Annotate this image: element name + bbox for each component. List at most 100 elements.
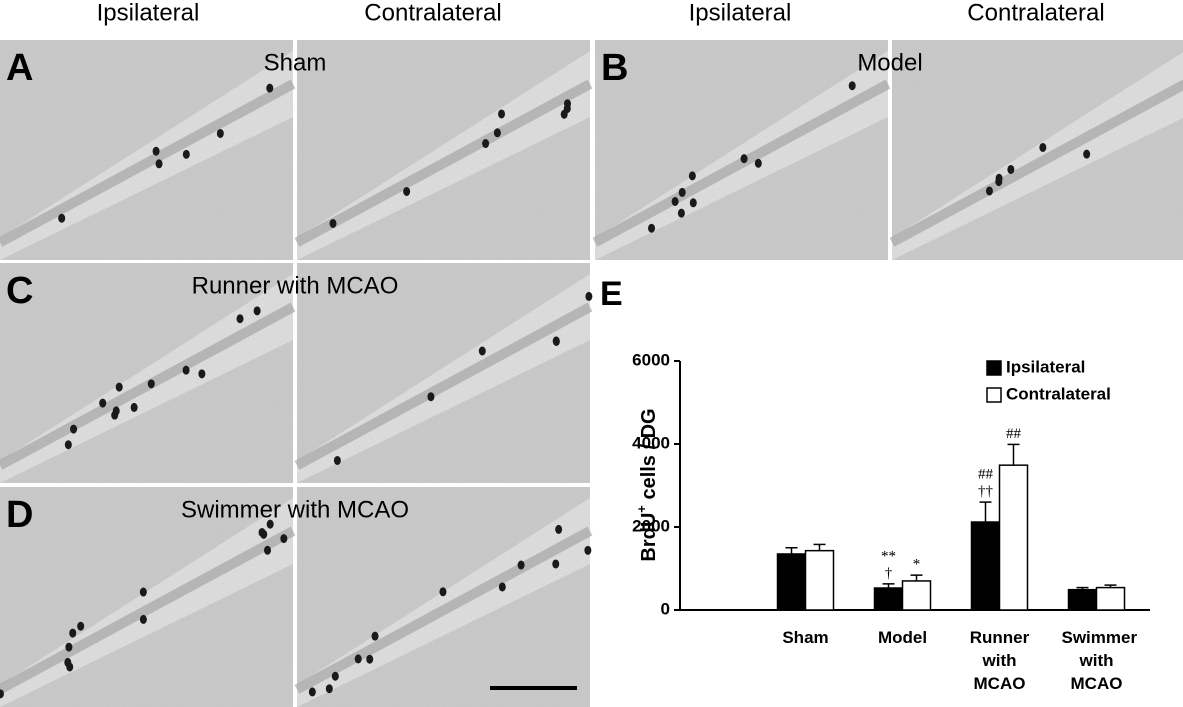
panel-letter: A [6, 47, 33, 89]
y-label-part: BrdU [638, 513, 660, 562]
cell [236, 314, 244, 324]
cell [689, 198, 697, 208]
cell [493, 128, 501, 138]
panel-letter: C [6, 270, 33, 312]
cell [111, 410, 119, 420]
cell [70, 424, 78, 434]
cell [266, 519, 274, 529]
legend-label: Ipsilateral [1006, 357, 1085, 376]
cell [64, 440, 72, 450]
texture [892, 40, 1183, 260]
cell [754, 158, 762, 168]
cell [130, 402, 138, 412]
y-tick-label: 2000 [632, 516, 670, 535]
cell [1083, 149, 1091, 159]
cell [0, 689, 4, 699]
cell [585, 291, 593, 301]
texture [0, 40, 293, 260]
cell [115, 382, 123, 392]
cell [678, 187, 686, 197]
column-header: Contralateral [967, 0, 1104, 26]
x-tick-label: Swimmer with MCAO [1061, 628, 1138, 693]
cell [77, 621, 85, 631]
cell [677, 208, 685, 218]
cell [517, 560, 525, 570]
texture [297, 40, 590, 260]
x-tick-label: Runner with MCAO [969, 628, 1030, 693]
panel-label: Model [857, 49, 922, 76]
y-axis-label: BrdU+ cells / DG [634, 408, 660, 561]
y-tick-label: 6000 [632, 350, 670, 369]
texture [297, 263, 590, 483]
cell [333, 455, 341, 465]
cell [182, 149, 190, 159]
y-label-part: cells / DG [638, 408, 660, 505]
cell [439, 587, 447, 597]
cell [99, 398, 107, 408]
bar [970, 521, 1001, 611]
cell [478, 346, 486, 356]
legend-swatch [986, 360, 1002, 376]
texture [297, 487, 590, 707]
cell [366, 654, 374, 664]
bar [1067, 588, 1098, 611]
cell [371, 631, 379, 641]
significance-mark: ## [1006, 426, 1022, 442]
cell [329, 218, 337, 228]
y-tick-label: 0 [661, 599, 670, 618]
cell [66, 662, 74, 672]
cell [498, 109, 506, 119]
significance-mark: † [885, 565, 893, 581]
bar [1095, 586, 1126, 611]
cell [552, 559, 560, 569]
cell [325, 684, 333, 694]
cell [198, 369, 206, 379]
bar [776, 553, 807, 611]
bar [873, 587, 904, 611]
chart-letter: E [600, 275, 623, 313]
cell [671, 197, 679, 207]
cell [482, 139, 490, 149]
significance-mark: ** [881, 548, 896, 564]
column-header: Ipsilateral [689, 0, 792, 26]
micrograph-panels: A Sham B Model C Runner with MCAO D Swimmer wit… [0, 40, 1183, 707]
panel-label: Runner with MCAO [192, 272, 399, 299]
bar [998, 464, 1029, 611]
cell [848, 81, 856, 91]
cell [560, 109, 568, 119]
panel-label: Sham [264, 49, 327, 76]
cell [740, 154, 748, 164]
cell [555, 524, 563, 534]
bar [804, 549, 835, 611]
legend-label: Contralateral [1006, 384, 1111, 403]
cell [498, 582, 506, 592]
cell [260, 529, 268, 539]
legend-swatch [986, 387, 1002, 403]
cell [266, 83, 274, 93]
cell [1039, 142, 1047, 152]
cell [147, 379, 155, 389]
cell [69, 628, 77, 638]
cell [152, 146, 160, 156]
cell [139, 587, 147, 597]
significance-mark: ## [978, 467, 994, 483]
cell [403, 186, 411, 196]
cell [995, 177, 1003, 187]
cell [182, 365, 190, 375]
texture [0, 487, 293, 707]
cell [354, 654, 362, 664]
cell [216, 128, 224, 138]
cell [688, 171, 696, 181]
cell [264, 545, 272, 555]
x-tick-label: Model [877, 628, 928, 647]
y-tick-label: 4000 [632, 433, 670, 452]
cell [1007, 164, 1015, 174]
cell [280, 534, 288, 544]
cell [308, 687, 316, 697]
column-header: Ipsilateral [97, 0, 200, 26]
cell [552, 336, 560, 346]
cell [139, 614, 147, 624]
